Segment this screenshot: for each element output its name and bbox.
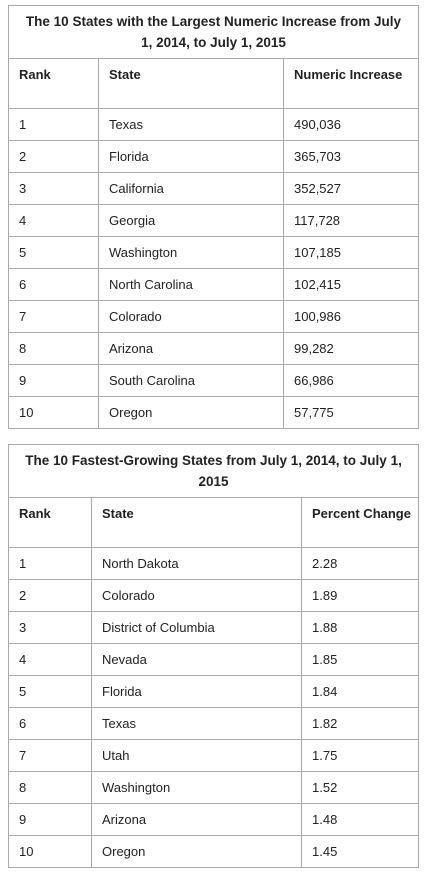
column-header-numeric-increase: Numeric Increase: [283, 58, 419, 109]
state-cell: Washington: [91, 771, 302, 804]
numeric-increase-table-title: The 10 States with the Largest Numeric I…: [8, 5, 419, 59]
rank-cell: 6: [8, 268, 99, 301]
state-cell: Arizona: [98, 332, 284, 365]
value-cell: 117,728: [283, 204, 419, 237]
table-row: 4 Nevada 1.85: [8, 643, 420, 676]
value-cell: 490,036: [283, 108, 419, 141]
table-row: 2 Colorado 1.89: [8, 579, 420, 612]
value-cell: 107,185: [283, 236, 419, 269]
state-cell: Florida: [98, 140, 284, 173]
table-row: 9 Arizona 1.48: [8, 803, 420, 836]
table-row: 9 South Carolina 66,986: [8, 364, 419, 397]
rank-cell: 10: [8, 396, 99, 429]
value-cell: 1.48: [300, 803, 420, 836]
rank-cell: 4: [8, 643, 92, 676]
state-cell: Nevada: [91, 643, 302, 676]
fastest-growing-table-title: The 10 Fastest-Growing States from July …: [7, 444, 420, 498]
column-header-percent-change: Percent Change: [300, 497, 420, 548]
rank-cell: 10: [8, 835, 92, 868]
state-cell: Colorado: [98, 300, 284, 333]
rank-cell: 8: [8, 332, 99, 365]
table-row: 7 Colorado 100,986: [8, 300, 419, 333]
state-cell: Oregon: [98, 396, 284, 429]
value-cell: 1.45: [300, 835, 420, 868]
rank-cell: 1: [8, 108, 99, 141]
value-cell: 1.52: [300, 771, 420, 804]
value-cell: 1.75: [300, 739, 420, 772]
numeric-increase-table-body: 1 Texas 490,036 2 Florida 365,703 3 California 3…: [8, 108, 419, 429]
table-row: 10 Oregon 1.45: [8, 835, 420, 868]
state-cell: Florida: [91, 675, 302, 708]
rank-cell: 4: [8, 204, 99, 237]
rank-cell: 1: [8, 547, 92, 580]
table-row: 1 Texas 490,036: [8, 108, 419, 141]
rank-cell: 6: [8, 707, 92, 740]
state-cell: North Carolina: [98, 268, 284, 301]
numeric-increase-table: The 10 States with the Largest Numeric I…: [8, 5, 419, 429]
state-cell: District of Columbia: [91, 611, 302, 644]
state-cell: Texas: [98, 108, 284, 141]
state-cell: Colorado: [91, 579, 302, 612]
rank-cell: 3: [8, 172, 99, 205]
table-row: 3 California 352,527: [8, 172, 419, 205]
value-cell: 1.85: [300, 643, 420, 676]
column-header-rank: Rank: [8, 497, 92, 548]
state-cell: California: [98, 172, 284, 205]
table-row: 7 Utah 1.75: [8, 739, 420, 772]
table-row: 4 Georgia 117,728: [8, 204, 419, 237]
value-cell: 1.82: [300, 707, 420, 740]
value-cell: 1.88: [300, 611, 420, 644]
state-cell: Georgia: [98, 204, 284, 237]
rank-cell: 7: [8, 739, 92, 772]
state-cell: Texas: [91, 707, 302, 740]
value-cell: 102,415: [283, 268, 419, 301]
column-header-state: State: [91, 497, 302, 548]
rank-cell: 9: [8, 364, 99, 397]
rank-cell: 2: [8, 579, 92, 612]
rank-cell: 5: [8, 236, 99, 269]
value-cell: 66,986: [283, 364, 419, 397]
rank-cell: 9: [8, 803, 92, 836]
table-row: 2 Florida 365,703: [8, 140, 419, 173]
column-header-rank: Rank: [8, 58, 99, 109]
rank-cell: 8: [8, 771, 92, 804]
table-row: 8 Arizona 99,282: [8, 332, 419, 365]
table-row: 1 North Dakota 2.28: [8, 547, 420, 580]
table-row: 5 Florida 1.84: [8, 675, 420, 708]
value-cell: 100,986: [283, 300, 419, 333]
table-row: 3 District of Columbia 1.88: [8, 611, 420, 644]
value-cell: 352,527: [283, 172, 419, 205]
state-cell: Utah: [91, 739, 302, 772]
table-row: 10 Oregon 57,775: [8, 396, 419, 429]
value-cell: 1.84: [300, 675, 420, 708]
state-cell: North Dakota: [91, 547, 302, 580]
table-row: 6 North Carolina 102,415: [8, 268, 419, 301]
state-cell: South Carolina: [98, 364, 284, 397]
fastest-growing-table-body: 1 North Dakota 2.28 2 Colorado 1.89 3 District …: [8, 547, 420, 868]
table-row: 8 Washington 1.52: [8, 771, 420, 804]
rank-cell: 7: [8, 300, 99, 333]
table-row: 5 Washington 107,185: [8, 236, 419, 269]
value-cell: 1.89: [300, 579, 420, 612]
column-header-state: State: [98, 58, 284, 109]
state-cell: Washington: [98, 236, 284, 269]
value-cell: 365,703: [283, 140, 419, 173]
state-cell: Oregon: [91, 835, 302, 868]
rank-cell: 3: [8, 611, 92, 644]
rank-cell: 5: [8, 675, 92, 708]
rank-cell: 2: [8, 140, 99, 173]
fastest-growing-table: The 10 Fastest-Growing States from July …: [7, 444, 420, 868]
value-cell: 99,282: [283, 332, 419, 365]
value-cell: 57,775: [283, 396, 419, 429]
value-cell: 2.28: [300, 547, 420, 580]
table-row: 6 Texas 1.82: [8, 707, 420, 740]
state-cell: Arizona: [91, 803, 302, 836]
